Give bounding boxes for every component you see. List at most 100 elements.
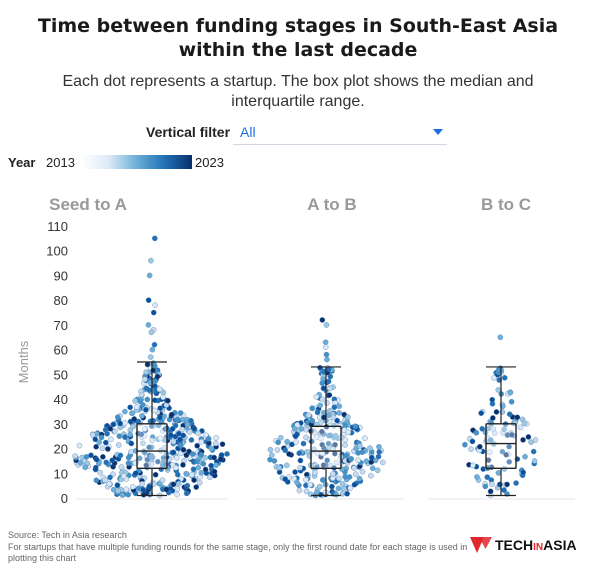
data-point xyxy=(333,491,340,498)
logo-mark-icon xyxy=(470,537,484,553)
data-point xyxy=(127,404,133,411)
data-point xyxy=(213,462,219,468)
data-point xyxy=(318,435,324,442)
data-point xyxy=(303,488,310,495)
data-point xyxy=(501,426,507,433)
data-point xyxy=(330,471,336,477)
data-point xyxy=(522,453,528,460)
data-point xyxy=(110,421,117,428)
data-point xyxy=(504,432,511,438)
data-point xyxy=(490,426,497,432)
data-point xyxy=(332,441,338,448)
data-point xyxy=(484,474,491,480)
data-point xyxy=(107,425,114,432)
data-point xyxy=(143,406,149,413)
data-point xyxy=(188,437,195,443)
data-point xyxy=(319,477,326,483)
data-point xyxy=(125,454,132,461)
data-point xyxy=(195,430,202,437)
data-point xyxy=(327,373,334,380)
data-point xyxy=(122,408,128,415)
data-point xyxy=(297,465,303,471)
data-point xyxy=(292,433,299,440)
data-point xyxy=(482,483,489,490)
data-point xyxy=(503,451,509,458)
data-point xyxy=(144,456,151,463)
outlier-point xyxy=(148,257,154,264)
data-point xyxy=(193,484,200,490)
data-point xyxy=(335,485,342,492)
data-point xyxy=(179,426,186,433)
data-point xyxy=(127,431,134,438)
data-point xyxy=(213,440,219,447)
data-point xyxy=(304,449,310,455)
data-point xyxy=(138,391,145,398)
data-point xyxy=(72,453,78,459)
data-point xyxy=(105,446,111,452)
data-point xyxy=(149,437,155,444)
data-point xyxy=(317,364,323,371)
data-point xyxy=(489,481,495,487)
data-point xyxy=(96,439,102,446)
data-point xyxy=(93,444,99,450)
data-point xyxy=(129,484,136,490)
data-point xyxy=(135,485,142,492)
data-point xyxy=(173,455,180,461)
data-point xyxy=(341,485,347,492)
data-point xyxy=(330,414,337,421)
data-point xyxy=(191,477,197,483)
data-point xyxy=(506,459,513,465)
data-point xyxy=(194,442,200,449)
data-point xyxy=(99,445,106,452)
year-legend-max: 2023 xyxy=(195,155,224,170)
outlier-point xyxy=(319,317,326,323)
data-point xyxy=(146,387,152,393)
data-point xyxy=(198,452,205,458)
data-point xyxy=(177,436,183,443)
data-point xyxy=(507,389,514,396)
outlier-point xyxy=(146,272,153,279)
vertical-filter-dropdown[interactable]: All xyxy=(233,119,447,145)
data-point xyxy=(198,470,205,476)
data-point xyxy=(180,462,186,468)
y-tick-label: 70 xyxy=(54,318,68,333)
year-legend-label: Year xyxy=(8,155,36,170)
data-point xyxy=(487,488,494,495)
data-point xyxy=(356,475,363,482)
data-point xyxy=(367,445,373,451)
data-point xyxy=(131,416,138,422)
data-point xyxy=(347,485,354,491)
data-point xyxy=(319,441,325,448)
data-point xyxy=(508,398,515,405)
year-legend-min: 2013 xyxy=(46,155,75,170)
data-point xyxy=(130,423,137,430)
data-point xyxy=(283,462,290,469)
data-point xyxy=(296,487,303,494)
data-point xyxy=(489,396,496,403)
data-point xyxy=(309,417,315,424)
data-point xyxy=(155,458,161,465)
chart-subtitle: Each dot represents a startup. The box p… xyxy=(40,72,556,112)
data-point xyxy=(129,410,136,416)
data-point xyxy=(157,405,163,412)
data-point xyxy=(324,400,330,406)
data-point xyxy=(333,459,340,466)
source-note: Source: Tech in Asia research xyxy=(8,530,127,540)
data-point xyxy=(151,407,158,414)
data-point xyxy=(317,402,324,409)
data-point xyxy=(300,440,307,447)
data-point xyxy=(142,376,148,383)
y-tick-label: 110 xyxy=(47,219,68,234)
outlier-point xyxy=(323,322,330,328)
data-point xyxy=(303,434,309,441)
data-point xyxy=(274,447,281,453)
data-point xyxy=(319,396,326,403)
data-point xyxy=(325,378,332,385)
y-tick-label: 10 xyxy=(54,466,68,481)
data-point xyxy=(108,436,114,443)
data-point xyxy=(379,459,386,466)
data-point xyxy=(156,386,163,393)
data-point xyxy=(168,411,175,418)
data-point xyxy=(119,492,126,498)
outlier-point xyxy=(148,329,155,336)
